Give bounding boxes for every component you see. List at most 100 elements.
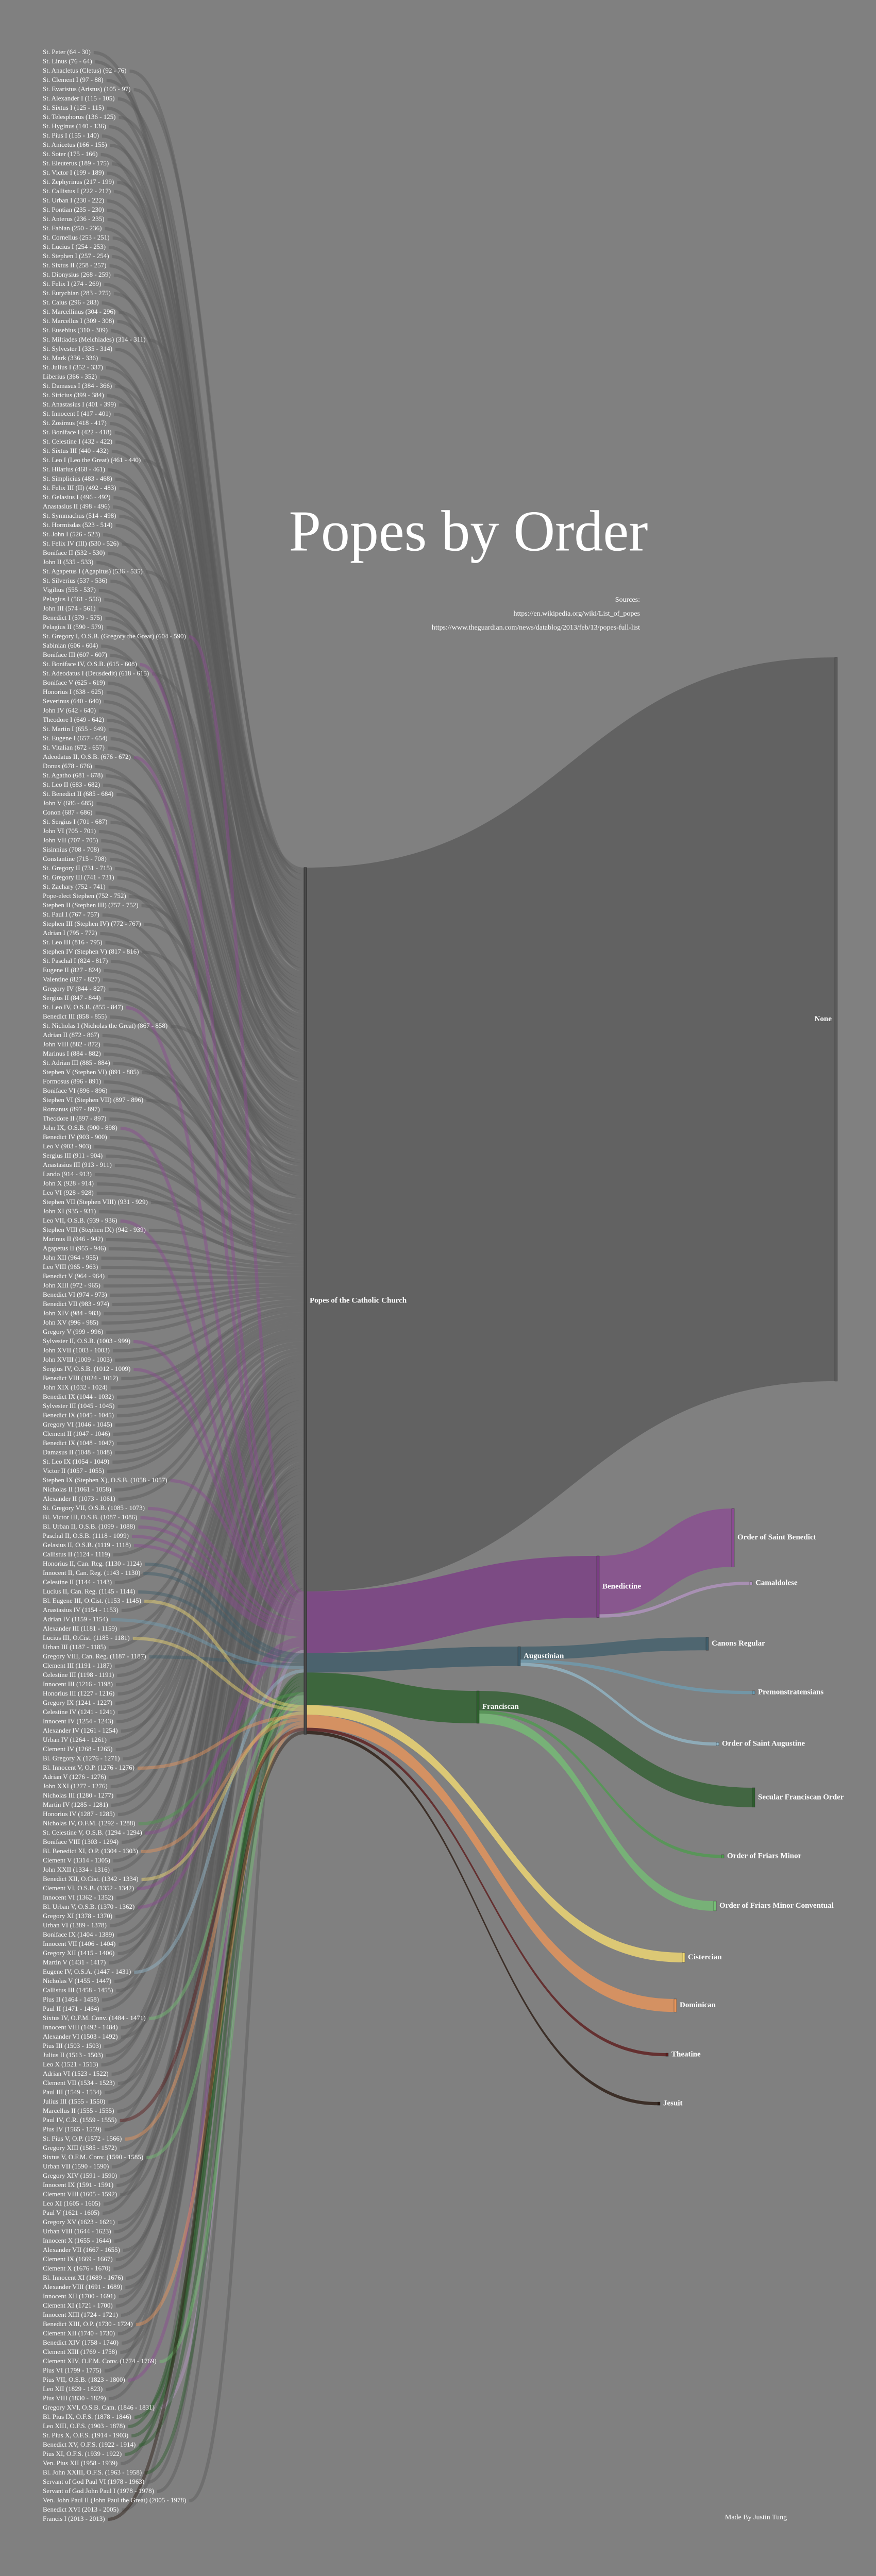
pope-label: Gregory XI (1378 - 1370) <box>43 1912 112 1920</box>
pope-link <box>104 1565 305 2373</box>
pope-label: Gregory XII (1415 - 1406) <box>43 1949 114 1957</box>
pope-link <box>101 839 305 1137</box>
pope-link <box>110 1403 305 1789</box>
pope-label: St. Hilarius (468 - 461) <box>43 465 105 473</box>
pope-link <box>121 1461 305 2030</box>
pope-label: Urban III (1187 - 1185) <box>43 1643 106 1651</box>
pope-label: Leo VI (928 - 928) <box>43 1189 94 1196</box>
pope-link <box>138 1692 305 1826</box>
pope-link <box>136 1724 305 2327</box>
pope-link <box>144 922 305 1166</box>
pope-label: Innocent III (1216 - 1198) <box>43 1680 113 1688</box>
pope-label: St. Evaristus (Aristus) (105 - 97) <box>43 85 130 93</box>
pope-label: Adrian II (872 - 867) <box>43 1031 99 1039</box>
pope-link <box>117 97 305 887</box>
pope-label: St. Agatho (681 - 678) <box>43 771 103 779</box>
pope-label: St. Eutychian (283 - 275) <box>43 289 111 297</box>
node <box>834 657 838 1382</box>
pope-label: Innocent VII (1406 - 1404) <box>43 1940 115 1947</box>
pope-label: John XVIII (1009 - 1003) <box>43 1355 112 1363</box>
pope-link <box>103 1517 305 2215</box>
pope-link <box>101 1265 305 1277</box>
pope-label: Ven. John Paul II (John Paul the Great) … <box>43 2496 186 2504</box>
pope-label: Stephen IX (Stephen X), O.S.B. (1058 - 1… <box>43 1476 167 1484</box>
pope-label: Lando (914 - 913) <box>43 1170 92 1178</box>
pope-link <box>114 1163 305 1244</box>
pope-link <box>157 1582 305 2494</box>
order-link <box>307 657 835 1591</box>
pope-link <box>148 338 305 972</box>
pope-label: Ven. Pius XII (1958 - 1939) <box>43 2459 117 2467</box>
pope-label: John XV (996 - 985) <box>43 1318 98 1326</box>
pope-label: Gregory XVI, O.S.B. Cam. (1846 - 1831) <box>43 2403 155 2411</box>
pope-link <box>119 1546 305 2299</box>
pope-link <box>119 514 305 1033</box>
pope-label: Sixtus IV, O.F.M. Conv. (1484 - 1471) <box>43 2014 146 2022</box>
pope-label: Gregory VI (1046 - 1045) <box>43 1420 112 1428</box>
pope-link <box>108 468 305 1017</box>
pope-label: Pius VI (1799 - 1775) <box>43 2366 102 2374</box>
pope-label: St. Paul I (767 - 757) <box>43 910 99 918</box>
pope-link <box>120 1503 305 2178</box>
pope-label: Innocent IV (1254 - 1243) <box>43 1717 113 1725</box>
pope-label: Gelasius II, O.S.B. (1119 - 1118) <box>43 1541 131 1549</box>
pope-link <box>101 1256 305 1274</box>
pope-link <box>108 1487 305 2104</box>
pope-label: Leo VII, O.S.B. (939 - 936) <box>43 1216 117 1224</box>
source-link: https://en.wikipedia.org/wiki/List_of_po… <box>514 610 641 618</box>
pope-label: St. Hormisdas (523 - 514) <box>43 521 112 529</box>
order-link <box>307 1647 518 1673</box>
pope-link <box>134 1669 305 1974</box>
order-link <box>307 1556 597 1653</box>
pope-link <box>108 885 305 1154</box>
pope-label: St. Marcellinus (304 - 296) <box>43 308 115 315</box>
pope-link <box>126 1539 305 2280</box>
pope-label: Marcellus II (1555 - 1555) <box>43 2107 114 2114</box>
pope-label: Paul III (1549 - 1534) <box>43 2088 102 2096</box>
pope-link <box>116 1426 305 1900</box>
pope-link <box>109 245 305 939</box>
order-link <box>520 1659 752 1694</box>
pope-link <box>111 959 305 1179</box>
pope-link <box>103 978 305 1186</box>
pope-link <box>110 1309 305 1390</box>
pope-label: St. Miltiades (Melchiades) (314 - 311) <box>43 335 146 343</box>
pope-label: Pius VIII (1830 - 1829) <box>43 2394 106 2402</box>
pope-label: Bl. John XXIII, O.F.S. (1963 - 1958) <box>43 2468 142 2476</box>
node-label: Dominican <box>680 2001 716 2009</box>
node <box>752 1787 755 1808</box>
node <box>749 1581 753 1585</box>
pope-label: Damasus II (1048 - 1048) <box>43 1448 112 1456</box>
pope-link <box>120 1497 305 2150</box>
pope-label: St. Zosimus (418 - 417) <box>43 419 107 427</box>
pope-label: Bl. Urban II, O.S.B. (1099 - 1088) <box>43 1522 135 1530</box>
pope-label: Innocent IX (1591 - 1591) <box>43 2181 113 2189</box>
pope-link <box>128 1647 305 2382</box>
pope-label: Sabinian (606 - 604) <box>43 641 98 649</box>
pope-link <box>104 1494 305 2132</box>
order-link <box>307 1727 666 2057</box>
pope-link <box>99 829 305 1134</box>
pope-link <box>103 1280 305 1288</box>
pope-label: St. Vitalian (672 - 657) <box>43 743 105 751</box>
pope-link <box>113 496 305 1027</box>
pope-link <box>117 1435 305 1937</box>
pope-label: Pelagius II (590 - 579) <box>43 623 104 631</box>
pope-link <box>126 1006 305 1605</box>
pope-label: Bl. Innocent XI (1689 - 1676) <box>43 2274 123 2281</box>
pope-label: St. Eugene I (657 - 654) <box>43 734 108 742</box>
pope-link <box>114 190 305 920</box>
pope-link <box>121 1306 305 1381</box>
pope-label: Eugene II (827 - 824) <box>43 966 101 974</box>
pope-label: Callistus III (1458 - 1455) <box>43 1986 113 1994</box>
pope-label: St. Boniface I (422 - 418) <box>43 428 112 436</box>
pope-label: Leo XIII, O.F.S. (1903 - 1878) <box>43 2422 125 2430</box>
pope-label: Boniface IX (1404 - 1389) <box>43 1930 114 1938</box>
pope-label: John XII (964 - 955) <box>43 1253 98 1261</box>
pope-link <box>123 1530 305 2252</box>
pope-label: Alexander VII (1667 - 1655) <box>43 2246 120 2253</box>
pope-label: St. Eleuterus (189 - 175) <box>43 159 109 167</box>
pope-link <box>105 941 305 1173</box>
pope-link <box>115 523 305 1037</box>
node <box>596 1555 600 1618</box>
